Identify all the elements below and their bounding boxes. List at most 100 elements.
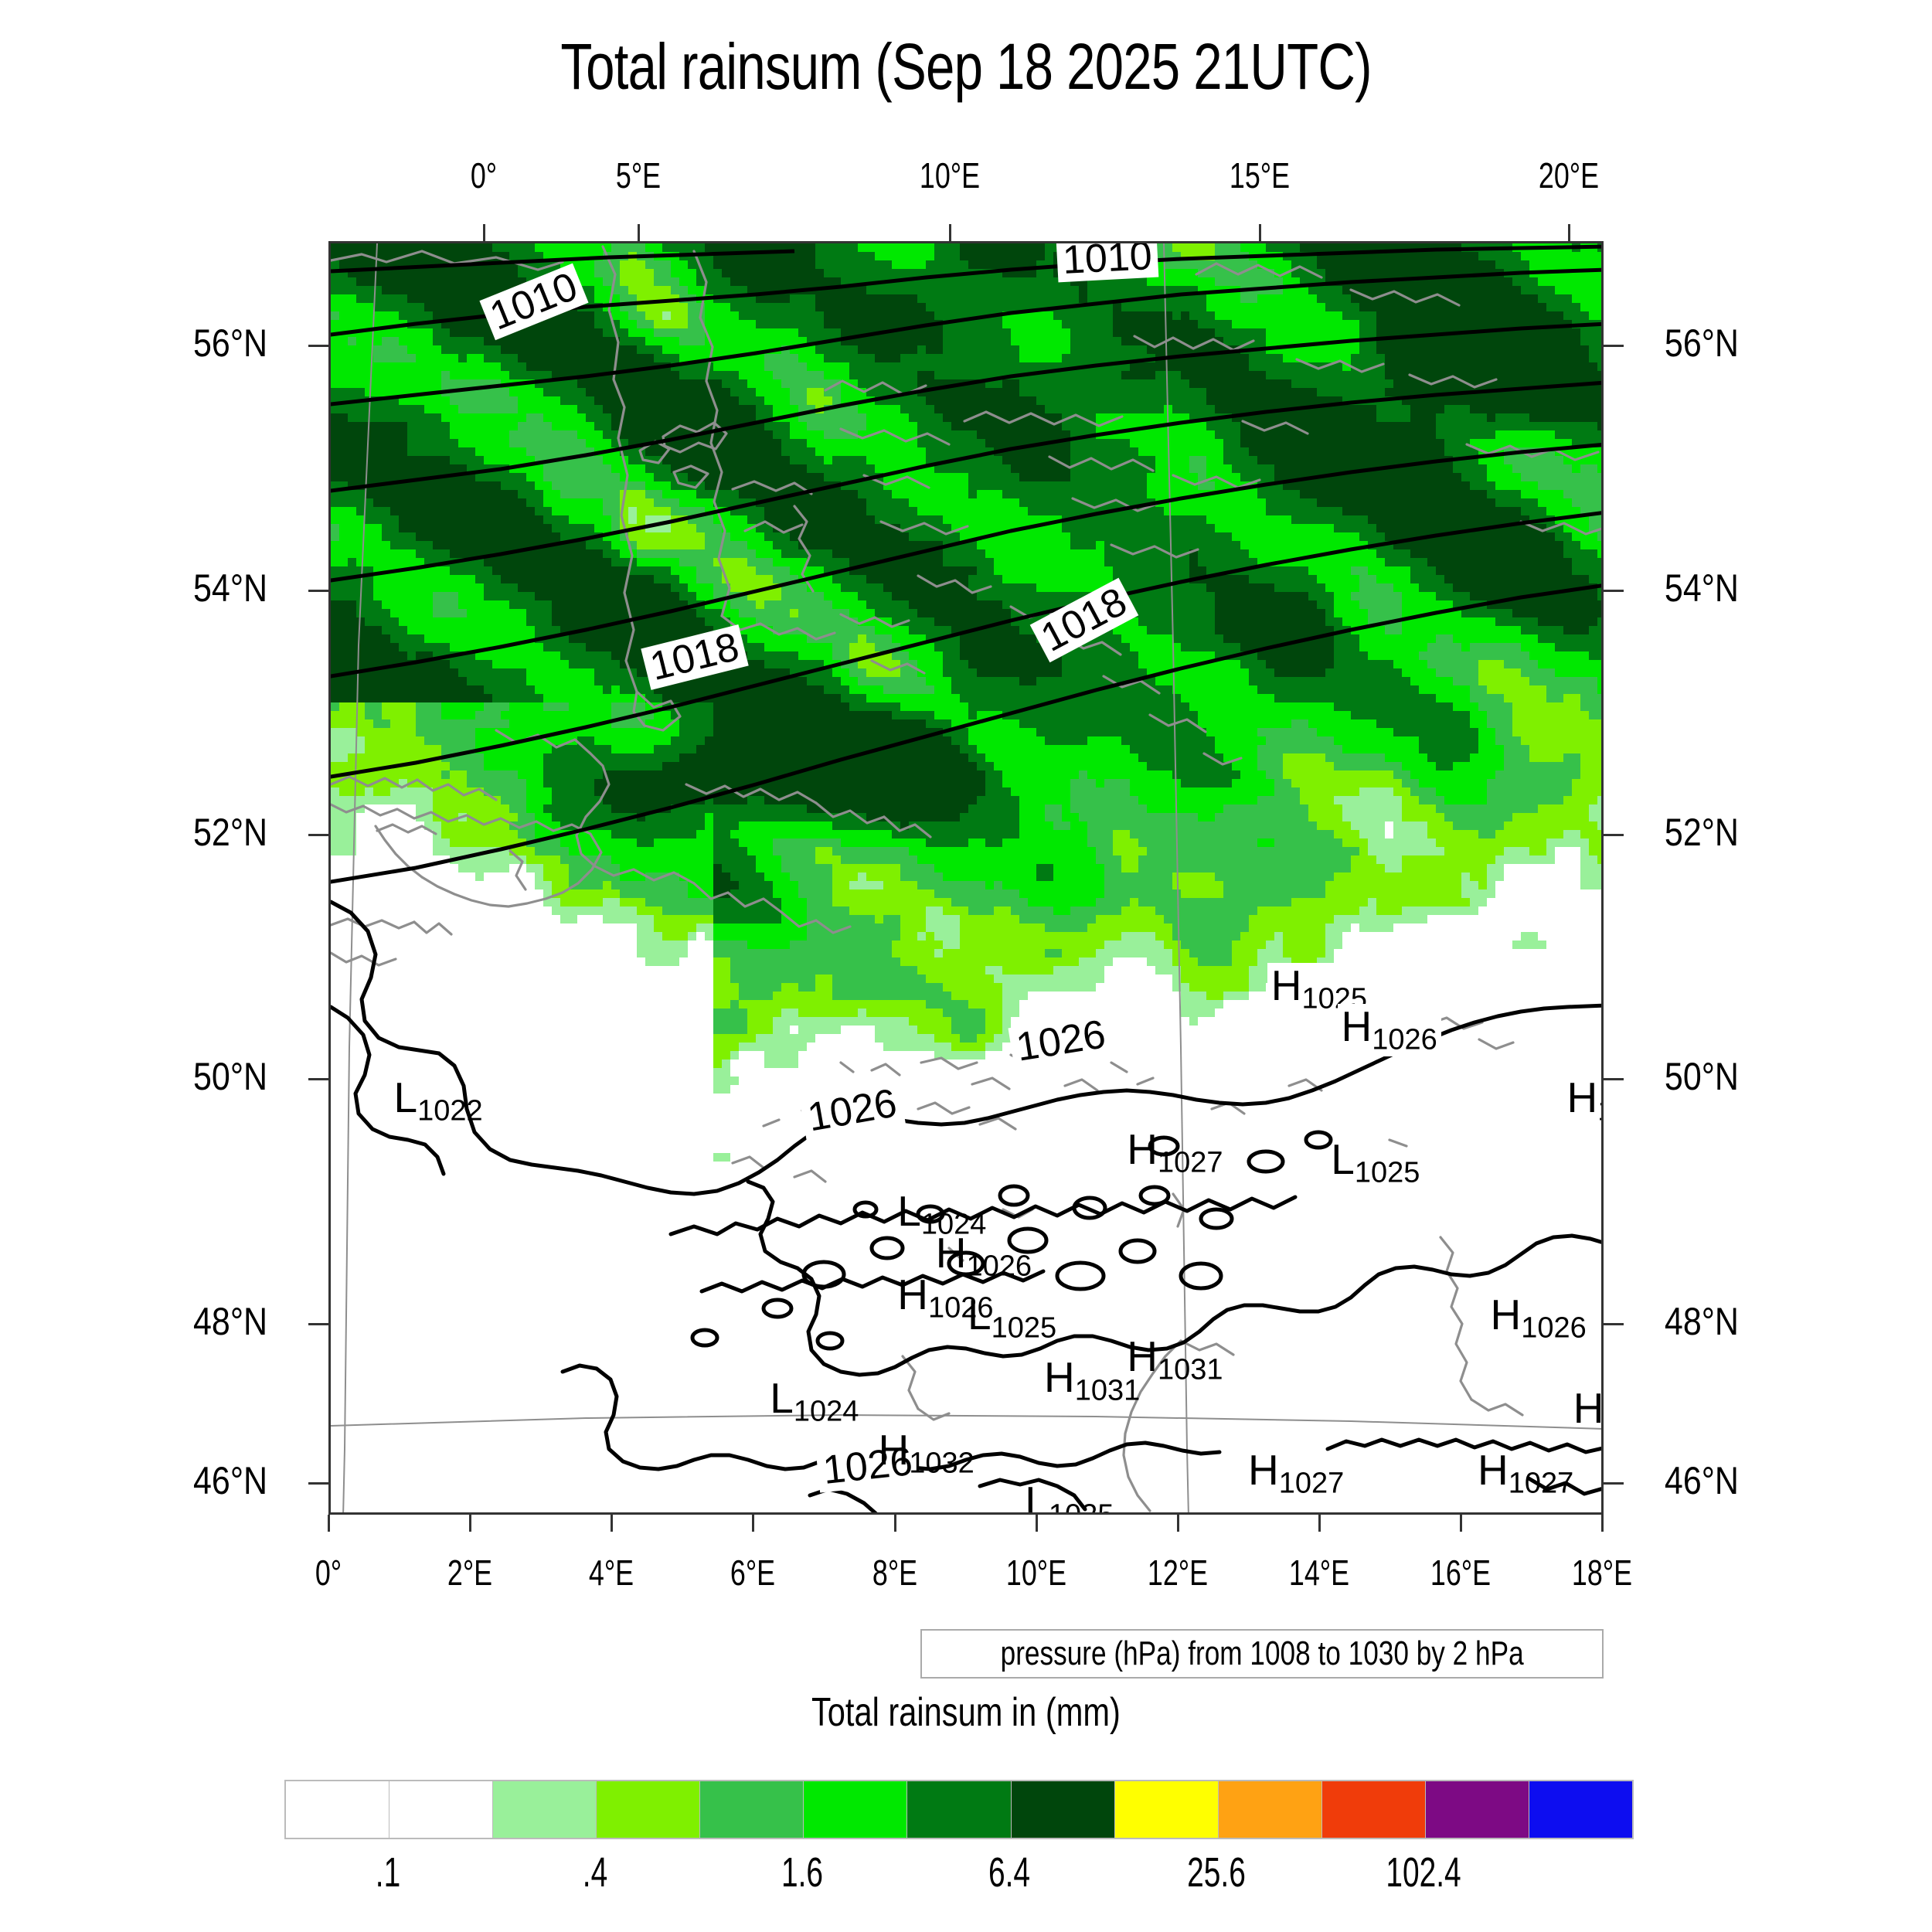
colorbar[interactable] [284, 1780, 1634, 1839]
pressure-center-marker: L1025 [968, 1294, 1056, 1343]
pressure-center-value: 1027 [1508, 1468, 1574, 1501]
pressure-center-marker: H1026 [1491, 1294, 1587, 1343]
colorbar-swatch[interactable] [493, 1781, 597, 1838]
pressure-center-value: 1025 [991, 1312, 1057, 1345]
top-tick-label: 0° [471, 155, 498, 196]
pressure-legend-box: pressure (hPa) from 1008 to 1030 by 2 hP… [920, 1629, 1604, 1679]
pressure-center-value: 1024 [793, 1395, 859, 1428]
pressure-center-marker: H1026 [1337, 1002, 1441, 1056]
pressure-center-value: 1032 [909, 1447, 975, 1480]
map-clip: 1010 1010 1018 1018 1026 1026 1026 L1022… [331, 243, 1601, 1512]
colorbar-swatch[interactable] [1114, 1781, 1219, 1838]
pressure-center-type: L [770, 1373, 794, 1422]
map-panel[interactable]: 1010 1010 1018 1018 1026 1026 1026 L1022… [328, 241, 1604, 1515]
pressure-center-marker: L1024 [770, 1373, 859, 1428]
left-tick-mark [308, 833, 328, 836]
pressure-center-value: 1026 [1521, 1312, 1587, 1345]
pressure-legend-text: pressure (hPa) from 1008 to 1030 by 2 hP… [1000, 1634, 1524, 1672]
pressure-center-type: L [1331, 1135, 1355, 1184]
colorbar-swatch[interactable] [700, 1781, 804, 1838]
pressure-center-value: 1025 [1597, 1095, 1601, 1128]
right-tick-mark [1604, 589, 1624, 592]
pressure-center-marker: L1025 [1331, 1138, 1420, 1188]
right-tick-label: 54°N [1664, 566, 1739, 610]
left-tick-label: 54°N [193, 566, 268, 610]
left-tick-mark [308, 345, 328, 348]
page-title: Total rainsum (Sep 18 2025 21UTC) [560, 30, 1372, 103]
top-tick-mark [637, 224, 640, 241]
right-tick-mark [1604, 833, 1624, 836]
pressure-center-type: H [1566, 1073, 1598, 1122]
colorbar-swatch[interactable] [1011, 1781, 1115, 1838]
right-tick-label: 46°N [1664, 1458, 1739, 1502]
map-frame: 1010 1010 1018 1018 1026 1026 1026 L1022… [328, 241, 1604, 1515]
pressure-center-type: H [935, 1229, 967, 1277]
pressure-center-marker: H1031 [1127, 1335, 1223, 1385]
pressure-center-value: 1031 [1074, 1374, 1141, 1407]
pressure-center-type: H [1248, 1446, 1279, 1495]
top-tick-mark [1258, 224, 1261, 241]
right-tick-label: 50°N [1664, 1055, 1739, 1099]
pressure-center-value: 1022 [417, 1094, 483, 1128]
bottom-tick-label: 16°E [1430, 1553, 1492, 1593]
pressure-center-type: H [897, 1270, 928, 1318]
left-tick-label: 50°N [193, 1055, 268, 1099]
right-tick-label: 56°N [1664, 321, 1739, 366]
top-tick-mark [1568, 224, 1571, 241]
bottom-tick-mark [611, 1515, 614, 1532]
pressure-center-type: H [1341, 1002, 1372, 1051]
left-tick-mark [308, 1481, 328, 1485]
precip-cells [331, 243, 1601, 898]
bottom-tick-label: 6°E [730, 1553, 776, 1593]
bottom-tick-mark [1035, 1515, 1038, 1532]
left-tick-label: 52°N [193, 810, 268, 854]
pressure-center-type: H [1044, 1352, 1075, 1401]
colorbar-swatch[interactable] [389, 1781, 494, 1838]
pressure-center-type: H [1127, 1125, 1158, 1174]
colorbar-swatch[interactable] [1321, 1781, 1426, 1838]
colorbar-tick-label: 102.4 [1386, 1849, 1461, 1896]
colorbar-swatch[interactable] [1425, 1781, 1529, 1838]
left-tick-label: 46°N [193, 1458, 268, 1502]
top-tick-label: 10°E [919, 155, 980, 196]
top-tick-mark [948, 224, 951, 241]
left-tick-label: 48°N [193, 1299, 268, 1343]
colorbar-tick-label: .1 [375, 1849, 401, 1896]
bottom-tick-mark [1460, 1515, 1463, 1532]
pressure-center-type: H [1478, 1446, 1509, 1495]
pressure-center-marker: H1025 [1567, 1077, 1602, 1126]
right-tick-label: 48°N [1664, 1299, 1739, 1343]
colorbar-swatch[interactable] [1529, 1781, 1633, 1838]
pressure-center-value: 1024 [920, 1209, 987, 1242]
pressure-center-value: 1026 [1372, 1023, 1437, 1056]
colorbar-swatch[interactable] [597, 1781, 701, 1838]
pressure-center-value: 1031 [1157, 1353, 1223, 1386]
bottom-tick-label: 12°E [1147, 1553, 1208, 1593]
pressure-center-marker: H1026 [936, 1232, 1032, 1281]
bottom-tick-mark [1601, 1515, 1604, 1532]
left-tick-mark [308, 1322, 328, 1325]
colorbar-tick-label: .4 [582, 1849, 608, 1896]
bottom-tick-label: 2°E [447, 1553, 493, 1593]
colorbar-swatch[interactable] [286, 1781, 390, 1838]
right-tick-label: 52°N [1664, 810, 1739, 854]
precip-cells [331, 243, 1601, 949]
right-tick-mark [1604, 1322, 1624, 1325]
top-tick-mark [483, 224, 486, 241]
pressure-center-marker: L1025 [1025, 1480, 1114, 1512]
bottom-tick-mark [1176, 1515, 1179, 1532]
bottom-tick-label: 10°E [1005, 1553, 1066, 1593]
pressure-center-marker: H1032 [879, 1428, 975, 1480]
colorbar-swatch[interactable] [1218, 1781, 1322, 1838]
pressure-center-value: 1025 [1049, 1498, 1114, 1512]
colorbar-title: Total rainsum in (mm) [811, 1690, 1121, 1735]
pressure-center-value: 1026 [927, 1291, 994, 1325]
colorbar-tick-label: 1.6 [781, 1849, 824, 1896]
pressure-center-marker: H1027 [1478, 1449, 1573, 1498]
colorbar-swatch[interactable] [907, 1781, 1012, 1838]
right-tick-mark [1604, 1481, 1624, 1485]
colorbar-tick-labels: .1 .4 1.6 6.4 25.6 102.4 [284, 1849, 1634, 1910]
pressure-center-marker: H1027 [1127, 1128, 1223, 1178]
colorbar-swatch[interactable] [804, 1781, 908, 1838]
bottom-tick-label: 8°E [872, 1553, 917, 1593]
